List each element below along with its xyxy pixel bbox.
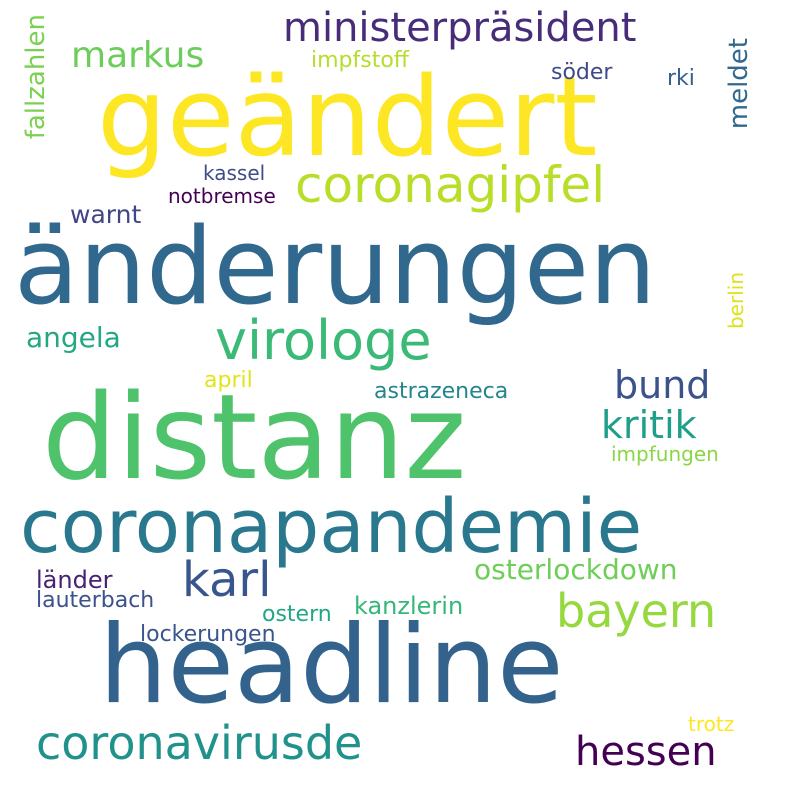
word-soder: söder (551, 60, 613, 85)
word-anderungen: änderungen (14, 205, 657, 328)
word-karl: karl (182, 552, 272, 608)
word-trotz: trotz (688, 712, 735, 736)
word-bayern: bayern (556, 584, 717, 638)
word-rki: rki (667, 66, 695, 91)
word-bund: bund (614, 363, 711, 407)
word-virologe: virologe (215, 309, 432, 372)
word-astrazeneca: astrazeneca (374, 379, 509, 404)
word-kritik: kritik (601, 403, 697, 447)
word-coronavirusde: coronavirusde (36, 716, 363, 770)
word-april: april (204, 368, 253, 393)
word-osterlockdown: osterlockdown (474, 553, 678, 586)
word-warnt: warnt (70, 200, 142, 229)
word-lockerungen: lockerungen (140, 622, 276, 647)
word-coronapandemie: coronapandemie (20, 484, 643, 570)
word-angela: angela (26, 321, 121, 354)
word-geandert: geändert (97, 53, 598, 181)
word-kassel: kassel (203, 161, 266, 185)
word-coronagipfel: coronagipfel (295, 156, 606, 214)
word-berlin: berlin (724, 272, 748, 330)
word-hessen: hessen (575, 729, 717, 775)
word-lander: länder (36, 566, 113, 594)
word-notbremse: notbremse (168, 184, 276, 208)
word-headline: headline (99, 603, 564, 728)
word-lauterbach: lauterbach (36, 588, 155, 613)
word-markus: markus (71, 35, 205, 76)
word-impfstoff: impfstoff (311, 48, 409, 73)
word-impfungen: impfungen (611, 442, 719, 466)
word-ministerprasident: ministerpräsident (283, 5, 637, 51)
word-fallzahlen: fallzahlen (21, 14, 51, 140)
word-distanz: distanz (42, 368, 467, 506)
word-ostern: ostern (262, 602, 332, 627)
word-meldet: meldet (724, 38, 754, 130)
word-kanzlerin: kanzlerin (354, 592, 464, 620)
